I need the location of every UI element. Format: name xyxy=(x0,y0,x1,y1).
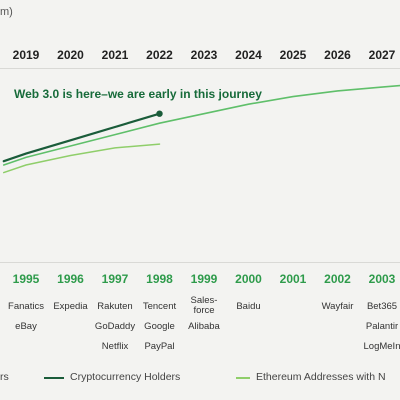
company-label: Expedia xyxy=(53,301,88,312)
company-label: Netflix xyxy=(101,341,129,352)
company-label: Baidu xyxy=(236,301,261,312)
x-tick-top-2021: 2021 xyxy=(101,48,129,62)
company-label: Alibaba xyxy=(188,321,220,332)
x-tick-top-2022: 2022 xyxy=(146,48,173,62)
x-tick-top-2025: 2025 xyxy=(279,48,307,62)
x-tick-bottom-1997: 1997 xyxy=(101,272,129,286)
x-tick-top-2026: 2026 xyxy=(324,48,351,62)
company-label: Google xyxy=(144,321,175,332)
divider-top xyxy=(0,68,400,69)
legend-item-ethereum-addresses: Ethereum Addresses with N xyxy=(256,371,386,383)
x-tick-top-2027: 2027 xyxy=(368,48,396,62)
company-label: Wayfair xyxy=(321,301,354,312)
annotation-text: Web 3.0 is here–we are early in this jou… xyxy=(14,87,262,101)
x-tick-bottom-1995: 1995 xyxy=(12,272,40,286)
x-tick-top-2023: 2023 xyxy=(190,48,218,62)
company-label: Tencent xyxy=(142,301,177,312)
company-label: Palantir xyxy=(365,321,399,332)
company-label: GoDaddy xyxy=(94,321,136,332)
x-tick-bottom-2000: 2000 xyxy=(235,272,262,286)
company-label: Rakuten xyxy=(97,301,133,312)
x-tick-top-2019: 2019 xyxy=(12,48,40,62)
company-label: eBay xyxy=(15,321,37,332)
legend-swatch-crypto xyxy=(44,377,64,379)
legend-item-truncated: rs xyxy=(0,371,9,383)
crypto-holders-endpoint-marker xyxy=(156,110,163,117)
company-label: Sales- xyxy=(190,295,218,306)
x-tick-bottom-2003: 2003 xyxy=(368,272,396,286)
company-label: LogMeIn xyxy=(363,341,400,352)
company-label: Bet365 xyxy=(366,301,398,312)
y-axis-unit-label: m) xyxy=(0,6,13,18)
x-tick-bottom-1996: 1996 xyxy=(57,272,84,286)
x-tick-top-2024: 2024 xyxy=(235,48,262,62)
company-label: Fanatics xyxy=(8,301,44,312)
legend-swatch-ethereum xyxy=(236,377,250,379)
company-label: force xyxy=(193,305,215,316)
company-label: PayPal xyxy=(144,341,175,352)
x-tick-bottom-1998: 1998 xyxy=(146,272,173,286)
x-tick-bottom-1999: 1999 xyxy=(190,272,218,286)
divider-bottom xyxy=(0,262,400,263)
series-line-ethereum-addresses-with-n xyxy=(3,143,161,174)
series-line-unlabeled xyxy=(2,84,400,166)
x-tick-bottom-2001: 2001 xyxy=(279,272,307,286)
series-line-cryptocurrency-holders xyxy=(2,112,161,163)
legend-item-crypto-holders: Cryptocurrency Holders xyxy=(70,371,181,383)
x-tick-bottom-2002: 2002 xyxy=(324,272,351,286)
x-tick-top-2020: 2020 xyxy=(57,48,84,62)
